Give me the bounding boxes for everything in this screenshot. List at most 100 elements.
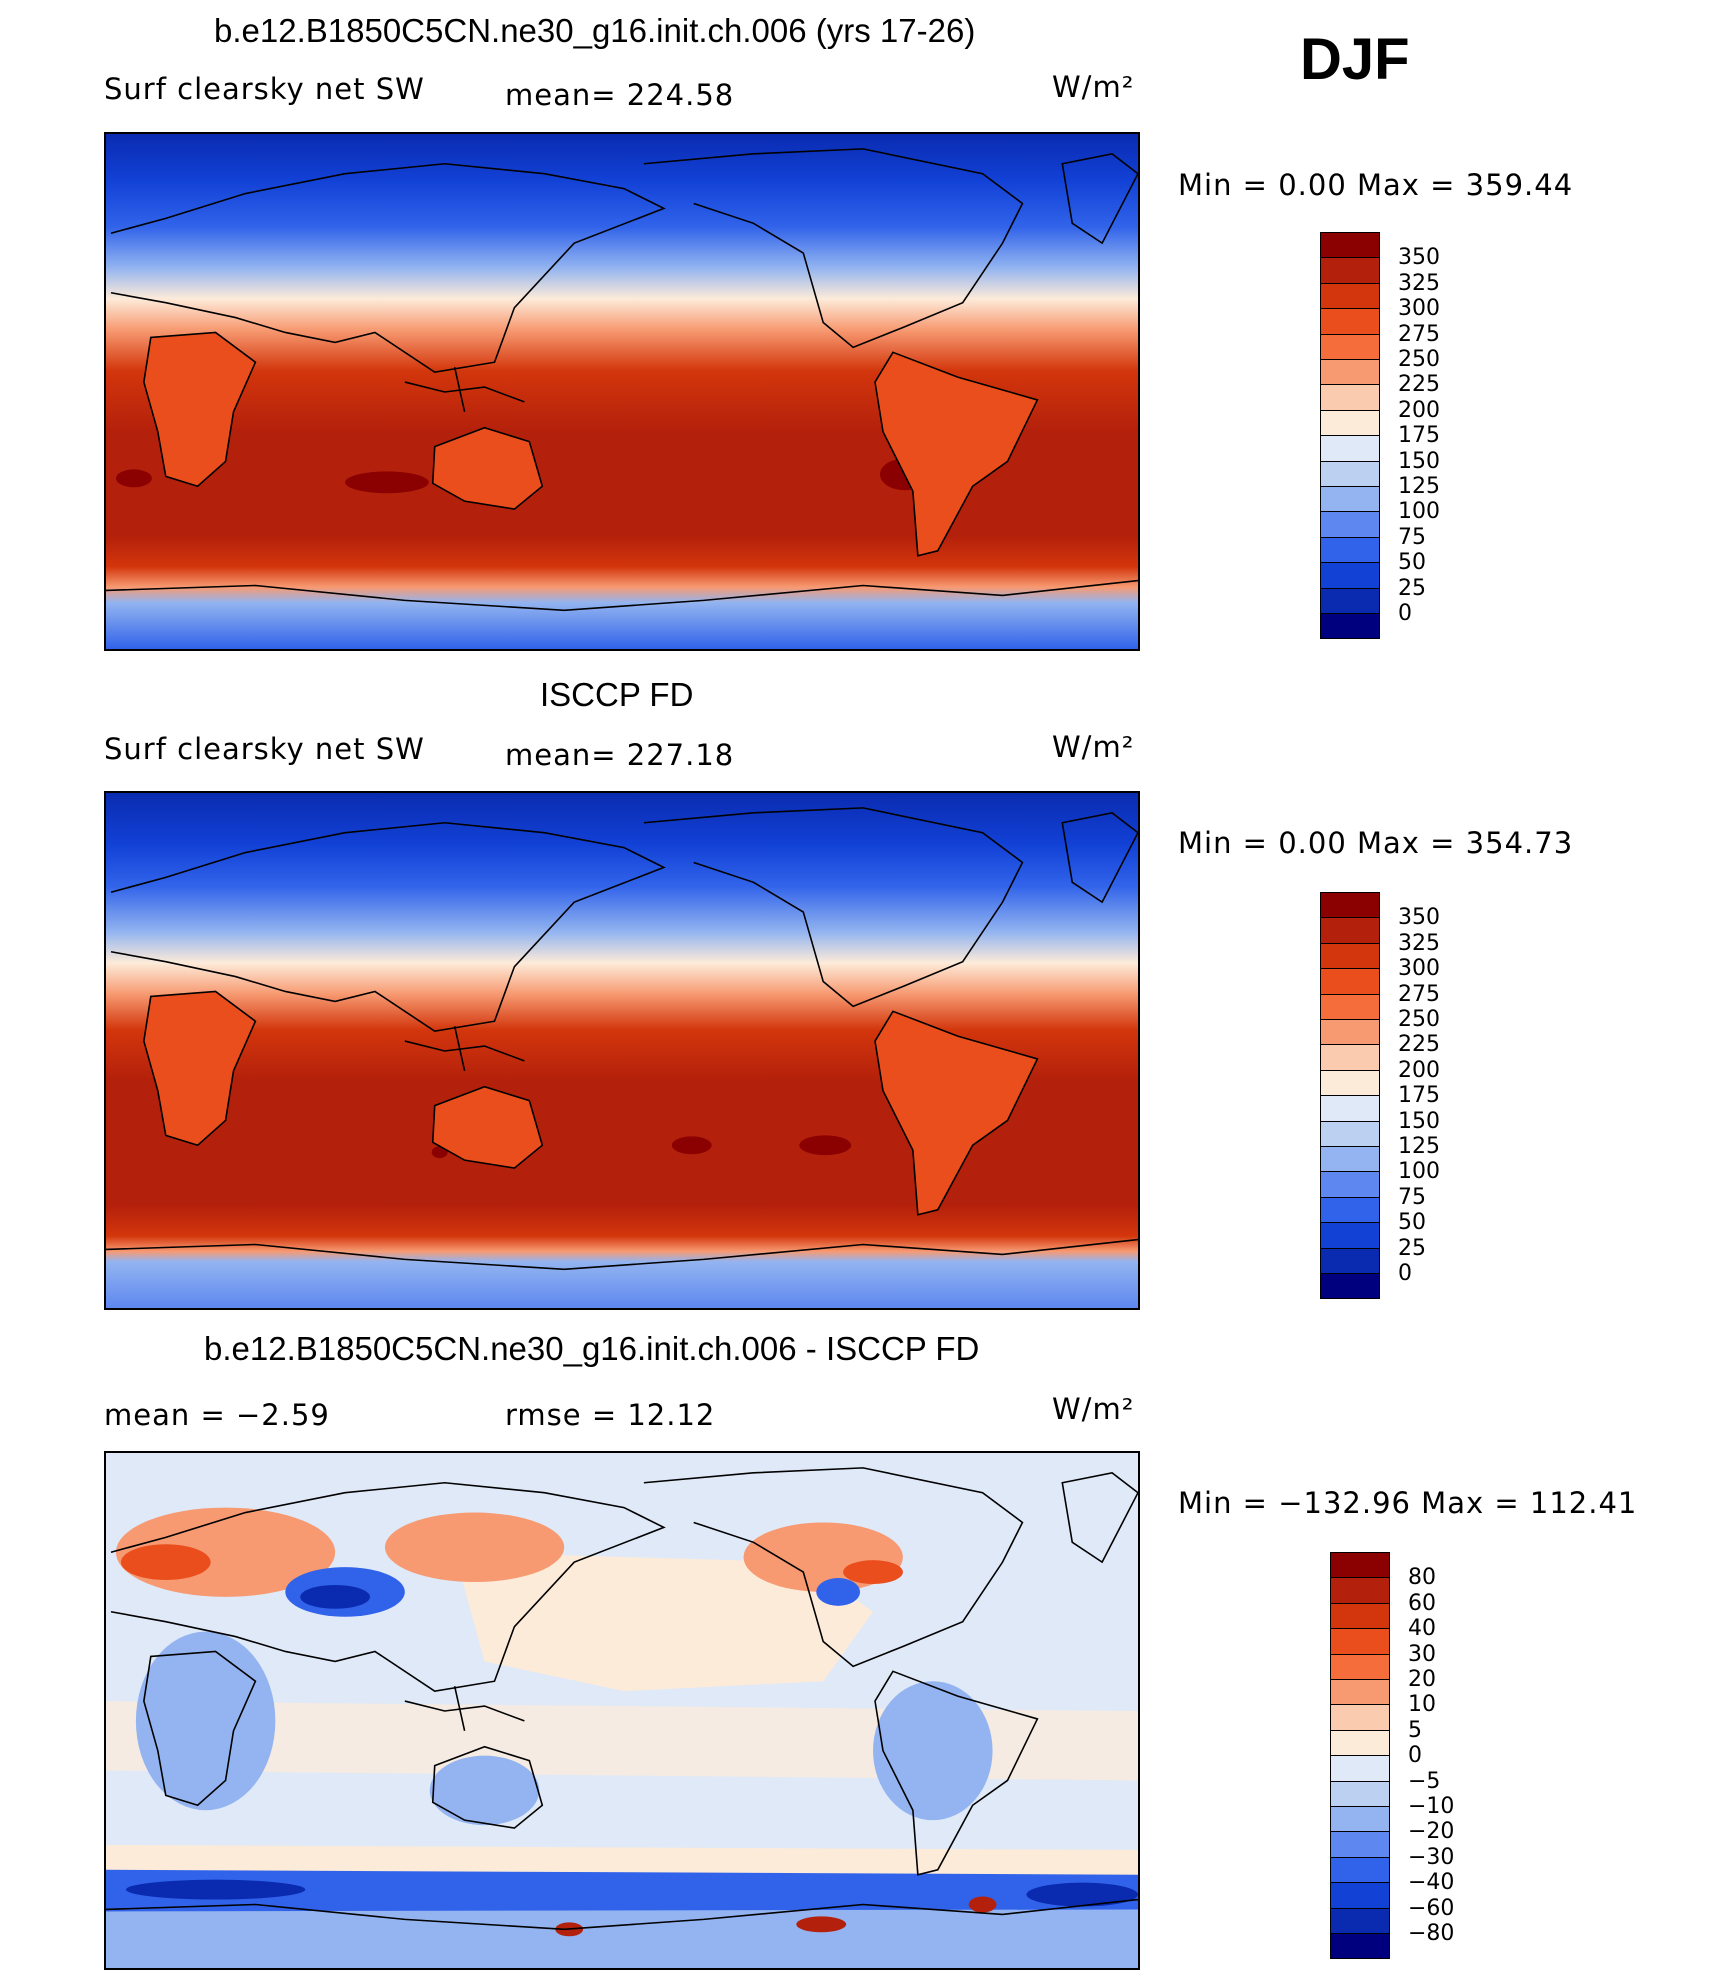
colorbar-tick-label: 275 <box>1398 321 1440 347</box>
colorbar-swatch <box>1320 942 1380 970</box>
colorbar-tick-label: 60 <box>1408 1590 1436 1616</box>
colorbar-swatch <box>1330 1856 1390 1884</box>
stats-model: Min = 0.00 Max = 359.44 <box>1178 168 1574 202</box>
colorbar-tick-label: 325 <box>1398 930 1440 956</box>
colorbar-swatch <box>1320 1247 1380 1274</box>
colorbar-swatch <box>1320 1171 1380 1198</box>
units-label-model: W/m² <box>1052 70 1135 104</box>
colorbar-swatch <box>1330 1552 1390 1579</box>
colorbar-tick-label: 250 <box>1398 1007 1440 1032</box>
colorbar-tick-label: 0 <box>1398 1261 1412 1286</box>
colorbar-swatch <box>1320 892 1380 919</box>
colorbar-tick-label: 40 <box>1408 1616 1436 1642</box>
colorbar-tick-label: 125 <box>1398 474 1440 499</box>
colorbar-swatch <box>1320 613 1380 640</box>
colorbar-swatch <box>1330 1602 1390 1630</box>
colorbar-tick-label: 350 <box>1398 245 1440 271</box>
units-label-obs: W/m² <box>1052 730 1135 764</box>
colorbar-swatch <box>1320 409 1380 437</box>
colorbar-swatch <box>1320 1069 1380 1097</box>
colorbar-tick-label: −10 <box>1408 1794 1455 1819</box>
colorbar-swatch <box>1320 993 1380 1020</box>
variable-label-obs: Surf clearsky net SW <box>104 732 425 766</box>
colorbar-tick-label: −40 <box>1408 1870 1455 1896</box>
colorbar-tick-label: 200 <box>1398 1057 1440 1083</box>
colorbar-swatch <box>1330 1831 1390 1858</box>
colorbar-tick-label: 200 <box>1398 397 1440 423</box>
colorbar-tick-label: 225 <box>1398 1032 1440 1058</box>
colorbar-swatch <box>1320 282 1380 310</box>
colorbar-tick-label: 300 <box>1398 956 1440 982</box>
colorbar-tick-label: 30 <box>1408 1641 1436 1667</box>
colorbar-tick-label: 125 <box>1398 1134 1440 1159</box>
colorbar-tick-label: 75 <box>1398 524 1426 550</box>
colorbar-swatch <box>1330 1882 1390 1909</box>
colorbar-swatch <box>1320 587 1380 614</box>
colorbar-tick-label: 275 <box>1398 981 1440 1007</box>
colorbar-tick-label: 100 <box>1398 499 1440 525</box>
colorbar-tick-label: 250 <box>1398 347 1440 372</box>
colorbar-tick-label: 75 <box>1398 1184 1426 1210</box>
colorbar-tick-label: 25 <box>1398 575 1426 601</box>
colorbar-tick-label: 175 <box>1398 1083 1440 1109</box>
colorbar-tick-label: 150 <box>1398 1108 1440 1134</box>
map-diff <box>104 1451 1140 1970</box>
colorbar-tick-label: 100 <box>1398 1159 1440 1185</box>
colorbar-tick-label: 350 <box>1398 905 1440 931</box>
colorbar-tick-label: 50 <box>1398 1210 1426 1236</box>
map-obs-svg <box>106 793 1138 1308</box>
colorbar-tick-label: 325 <box>1398 270 1440 296</box>
colorbar-swatch <box>1330 1653 1390 1680</box>
colorbar-tick-label: 0 <box>1398 601 1412 626</box>
colorbar-swatch <box>1320 257 1380 284</box>
colorbar-swatch <box>1320 562 1380 589</box>
colorbar-swatch <box>1320 1222 1380 1249</box>
colorbar-tick-label: 175 <box>1398 423 1440 449</box>
colorbar-tick-label: 50 <box>1398 550 1426 576</box>
units-label-diff: W/m² <box>1052 1392 1135 1426</box>
colorbar-swatch <box>1320 1273 1380 1300</box>
colorbar-swatch <box>1330 1628 1390 1655</box>
colorbar-tick-label: 225 <box>1398 372 1440 398</box>
colorbar-swatch <box>1320 1095 1380 1122</box>
variable-label-model: Surf clearsky net SW <box>104 72 425 106</box>
stats-obs: Min = 0.00 Max = 354.73 <box>1178 826 1574 860</box>
colorbar-swatch <box>1320 486 1380 513</box>
colorbar-tick-label: −60 <box>1408 1895 1455 1921</box>
colorbar-swatch <box>1330 1780 1390 1807</box>
panel-title-obs: ISCCP FD <box>540 676 694 713</box>
mean-label-model: mean= 224.58 <box>505 78 735 112</box>
colorbar-swatch <box>1320 232 1380 259</box>
colorbar-swatch <box>1320 536 1380 564</box>
colorbar-tick-label: 20 <box>1408 1667 1436 1692</box>
panel-title-model: b.e12.B1850C5CN.ne30_g16.init.ch.006 (yr… <box>214 12 976 49</box>
colorbar-swatch <box>1320 511 1380 538</box>
stats-diff: Min = −132.96 Max = 112.41 <box>1178 1486 1638 1520</box>
colorbar-swatch <box>1320 384 1380 411</box>
season-label: DJF <box>1300 27 1410 92</box>
colorbar-swatch <box>1320 1019 1380 1046</box>
colorbar-tick-label: 10 <box>1408 1692 1436 1718</box>
colorbar-swatch <box>1330 1729 1390 1757</box>
colorbar-swatch <box>1320 359 1380 386</box>
colorbar-swatch <box>1320 435 1380 462</box>
colorbar-tick-label: −20 <box>1408 1819 1455 1845</box>
colorbar-swatch <box>1330 1933 1390 1960</box>
colorbar-swatch <box>1330 1755 1390 1782</box>
colorbar-swatch <box>1330 1704 1390 1731</box>
colorbar-swatch <box>1330 1679 1390 1706</box>
colorbar-tick-label: −5 <box>1408 1768 1441 1794</box>
colorbar-swatch <box>1320 917 1380 944</box>
panel-title-diff: b.e12.B1850C5CN.ne30_g16.init.ch.006 - I… <box>204 1330 980 1367</box>
colorbar-swatch <box>1320 1146 1380 1173</box>
colorbar-swatch <box>1320 1120 1380 1147</box>
colorbar-tick-label: 150 <box>1398 448 1440 474</box>
colorbar-swatch <box>1320 460 1380 487</box>
map-model-svg <box>106 134 1138 649</box>
colorbar-swatch <box>1320 1044 1380 1071</box>
rmse-label-diff: rmse = 12.12 <box>505 1398 716 1432</box>
colorbar-tick-label: 80 <box>1408 1565 1436 1591</box>
map-obs <box>104 791 1140 1310</box>
mean-label-diff: mean = −2.59 <box>104 1398 330 1432</box>
colorbar-tick-label: 0 <box>1408 1743 1422 1769</box>
